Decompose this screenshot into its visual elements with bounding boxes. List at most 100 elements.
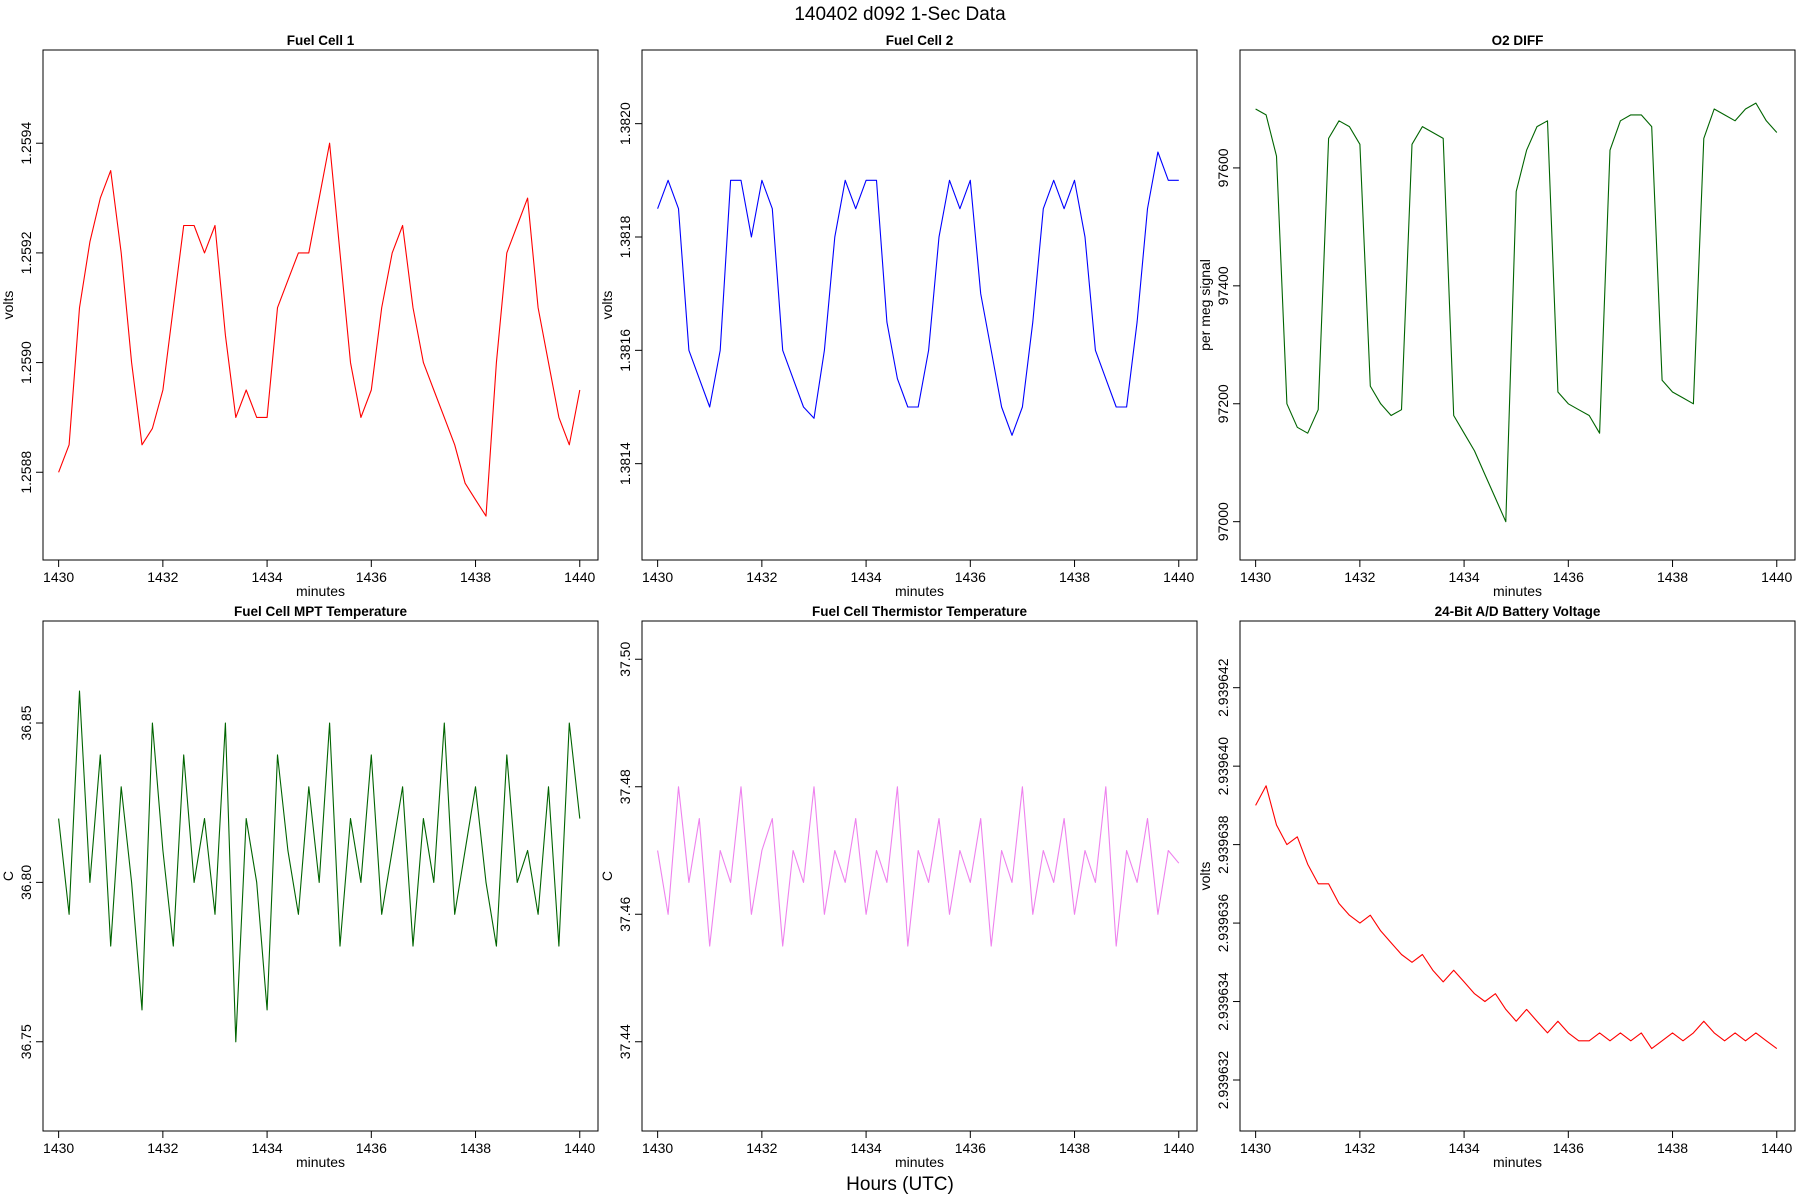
y-tick-label: 1.3814	[617, 442, 633, 485]
x-tick-label: 1436	[955, 569, 986, 585]
panel-title: Fuel Cell Thermistor Temperature	[812, 604, 1028, 619]
x-tick-label: 1440	[1163, 569, 1194, 585]
x-tick-label: 1434	[1449, 1140, 1480, 1156]
y-tick-label: 37.46	[617, 897, 633, 932]
y-tick-label: 1.3816	[617, 329, 633, 372]
y-axis-label: volts	[599, 291, 615, 320]
x-tick-label: 1440	[1163, 1140, 1194, 1156]
y-tick-label: 36.75	[18, 1024, 34, 1059]
y-tick-label: 37.48	[617, 769, 633, 804]
x-tick-label: 1438	[460, 569, 491, 585]
y-axis-label: volts	[1197, 862, 1213, 891]
y-tick-label: 2.939632	[1215, 1051, 1231, 1110]
series-line	[1255, 102, 1778, 523]
x-tick-label: 1436	[356, 569, 387, 585]
y-axis-label: C	[599, 871, 615, 881]
x-tick-label: 1432	[746, 569, 777, 585]
series-line	[657, 151, 1179, 436]
y-tick-label: 1.3820	[617, 102, 633, 145]
y-tick-label: 2.939642	[1215, 658, 1231, 717]
series-line	[58, 690, 581, 1043]
x-tick-label: 1434	[252, 569, 283, 585]
x-tick-label: 1430	[642, 1140, 673, 1156]
panel-4: Fuel Cell MPT Temperature 1430 1432 1434 143…	[0, 604, 599, 1170]
series-line	[1255, 785, 1778, 1050]
y-tick-label: 97200	[1215, 384, 1231, 423]
panel-1: Fuel Cell 1 1430 1432 1434 1436 1438 1440 minut…	[0, 33, 599, 599]
x-tick-label: 1436	[1553, 1140, 1584, 1156]
x-axis-label: minutes	[296, 583, 345, 599]
panel-title: O2 DIFF	[1492, 33, 1544, 48]
plot-frame	[42, 620, 599, 1132]
x-tick-label: 1438	[1059, 1140, 1090, 1156]
x-tick-label: 1432	[147, 1140, 178, 1156]
y-axis-label: C	[0, 871, 16, 881]
x-tick-label: 1436	[1553, 569, 1584, 585]
y-tick-label: 1.2588	[18, 451, 34, 494]
x-tick-label: 1434	[851, 1140, 882, 1156]
x-tick-label: 1436	[356, 1140, 387, 1156]
x-axis-label: minutes	[1493, 1154, 1542, 1170]
x-tick-label: 1434	[252, 1140, 283, 1156]
x-tick-label: 1438	[1657, 569, 1688, 585]
panels: Fuel Cell 1 1430 1432 1434 1436 1438 1440 minut…	[0, 33, 1796, 1170]
x-tick-label: 1436	[955, 1140, 986, 1156]
y-tick-label: 36.85	[18, 705, 34, 740]
x-tick-label: 1430	[1240, 1140, 1271, 1156]
x-tick-label: 1438	[1657, 1140, 1688, 1156]
y-tick-label: 2.939634	[1215, 972, 1231, 1031]
x-tick-label: 1430	[43, 569, 74, 585]
x-tick-label: 1440	[564, 569, 595, 585]
y-axis-label: per meg signal	[1197, 259, 1213, 351]
panel-title: Fuel Cell 2	[886, 33, 954, 48]
y-tick-label: 37.44	[617, 1024, 633, 1059]
y-tick-label: 97600	[1215, 148, 1231, 187]
plot-frame	[641, 620, 1198, 1132]
y-tick-label: 1.3818	[617, 215, 633, 258]
x-tick-label: 1432	[746, 1140, 777, 1156]
x-axis-label: minutes	[1493, 583, 1542, 599]
x-tick-label: 1438	[1059, 569, 1090, 585]
x-tick-label: 1440	[564, 1140, 595, 1156]
y-axis-label: volts	[0, 291, 16, 320]
y-tick-label: 36.80	[18, 865, 34, 900]
x-tick-label: 1438	[460, 1140, 491, 1156]
x-tick-label: 1434	[1449, 569, 1480, 585]
plot-frame	[42, 49, 599, 561]
panel-title: 24-Bit A/D Battery Voltage	[1435, 604, 1601, 619]
y-tick-label: 1.2592	[18, 231, 34, 274]
panel-title: Fuel Cell MPT Temperature	[234, 604, 408, 619]
figure-bottom-label: Hours (UTC)	[846, 1174, 954, 1195]
series-line	[58, 142, 581, 517]
x-tick-label: 1430	[642, 569, 673, 585]
y-tick-label: 97400	[1215, 266, 1231, 305]
y-tick-label: 2.939640	[1215, 737, 1231, 796]
x-tick-label: 1440	[1761, 569, 1792, 585]
figure-title: 140402 d092 1-Sec Data	[794, 4, 1006, 25]
y-tick-label: 97000	[1215, 502, 1231, 541]
y-tick-label: 1.2594	[18, 122, 34, 165]
panel-5: Fuel Cell Thermistor Temperature 1430 1432…	[599, 604, 1198, 1170]
series-line	[657, 786, 1180, 947]
plot-frame	[1239, 49, 1796, 561]
x-tick-label: 1440	[1761, 1140, 1792, 1156]
x-tick-label: 1432	[1344, 1140, 1375, 1156]
x-axis-label: minutes	[895, 1154, 944, 1170]
x-tick-label: 1430	[1240, 569, 1271, 585]
x-tick-label: 1432	[1344, 569, 1375, 585]
panel-title: Fuel Cell 1	[287, 33, 355, 48]
x-tick-label: 1430	[43, 1140, 74, 1156]
plot-frame	[641, 49, 1198, 561]
x-axis-label: minutes	[296, 1154, 345, 1170]
panel-2: Fuel Cell 2 1430 1432 1434 1436 1438 1440 minut…	[599, 33, 1198, 599]
plot-frame	[1239, 620, 1796, 1132]
panel-3: O2 DIFF 1430 1432 1434 1436 1438 1440 minutes 97…	[1197, 33, 1796, 599]
panel-6: 24-Bit A/D Battery Voltage 1430 1432 1434 14…	[1197, 604, 1796, 1170]
x-axis-label: minutes	[895, 583, 944, 599]
x-tick-label: 1432	[147, 569, 178, 585]
y-tick-label: 1.2590	[18, 341, 34, 384]
y-tick-label: 37.50	[617, 642, 633, 677]
y-tick-label: 2.939638	[1215, 815, 1231, 874]
x-tick-label: 1434	[851, 569, 882, 585]
